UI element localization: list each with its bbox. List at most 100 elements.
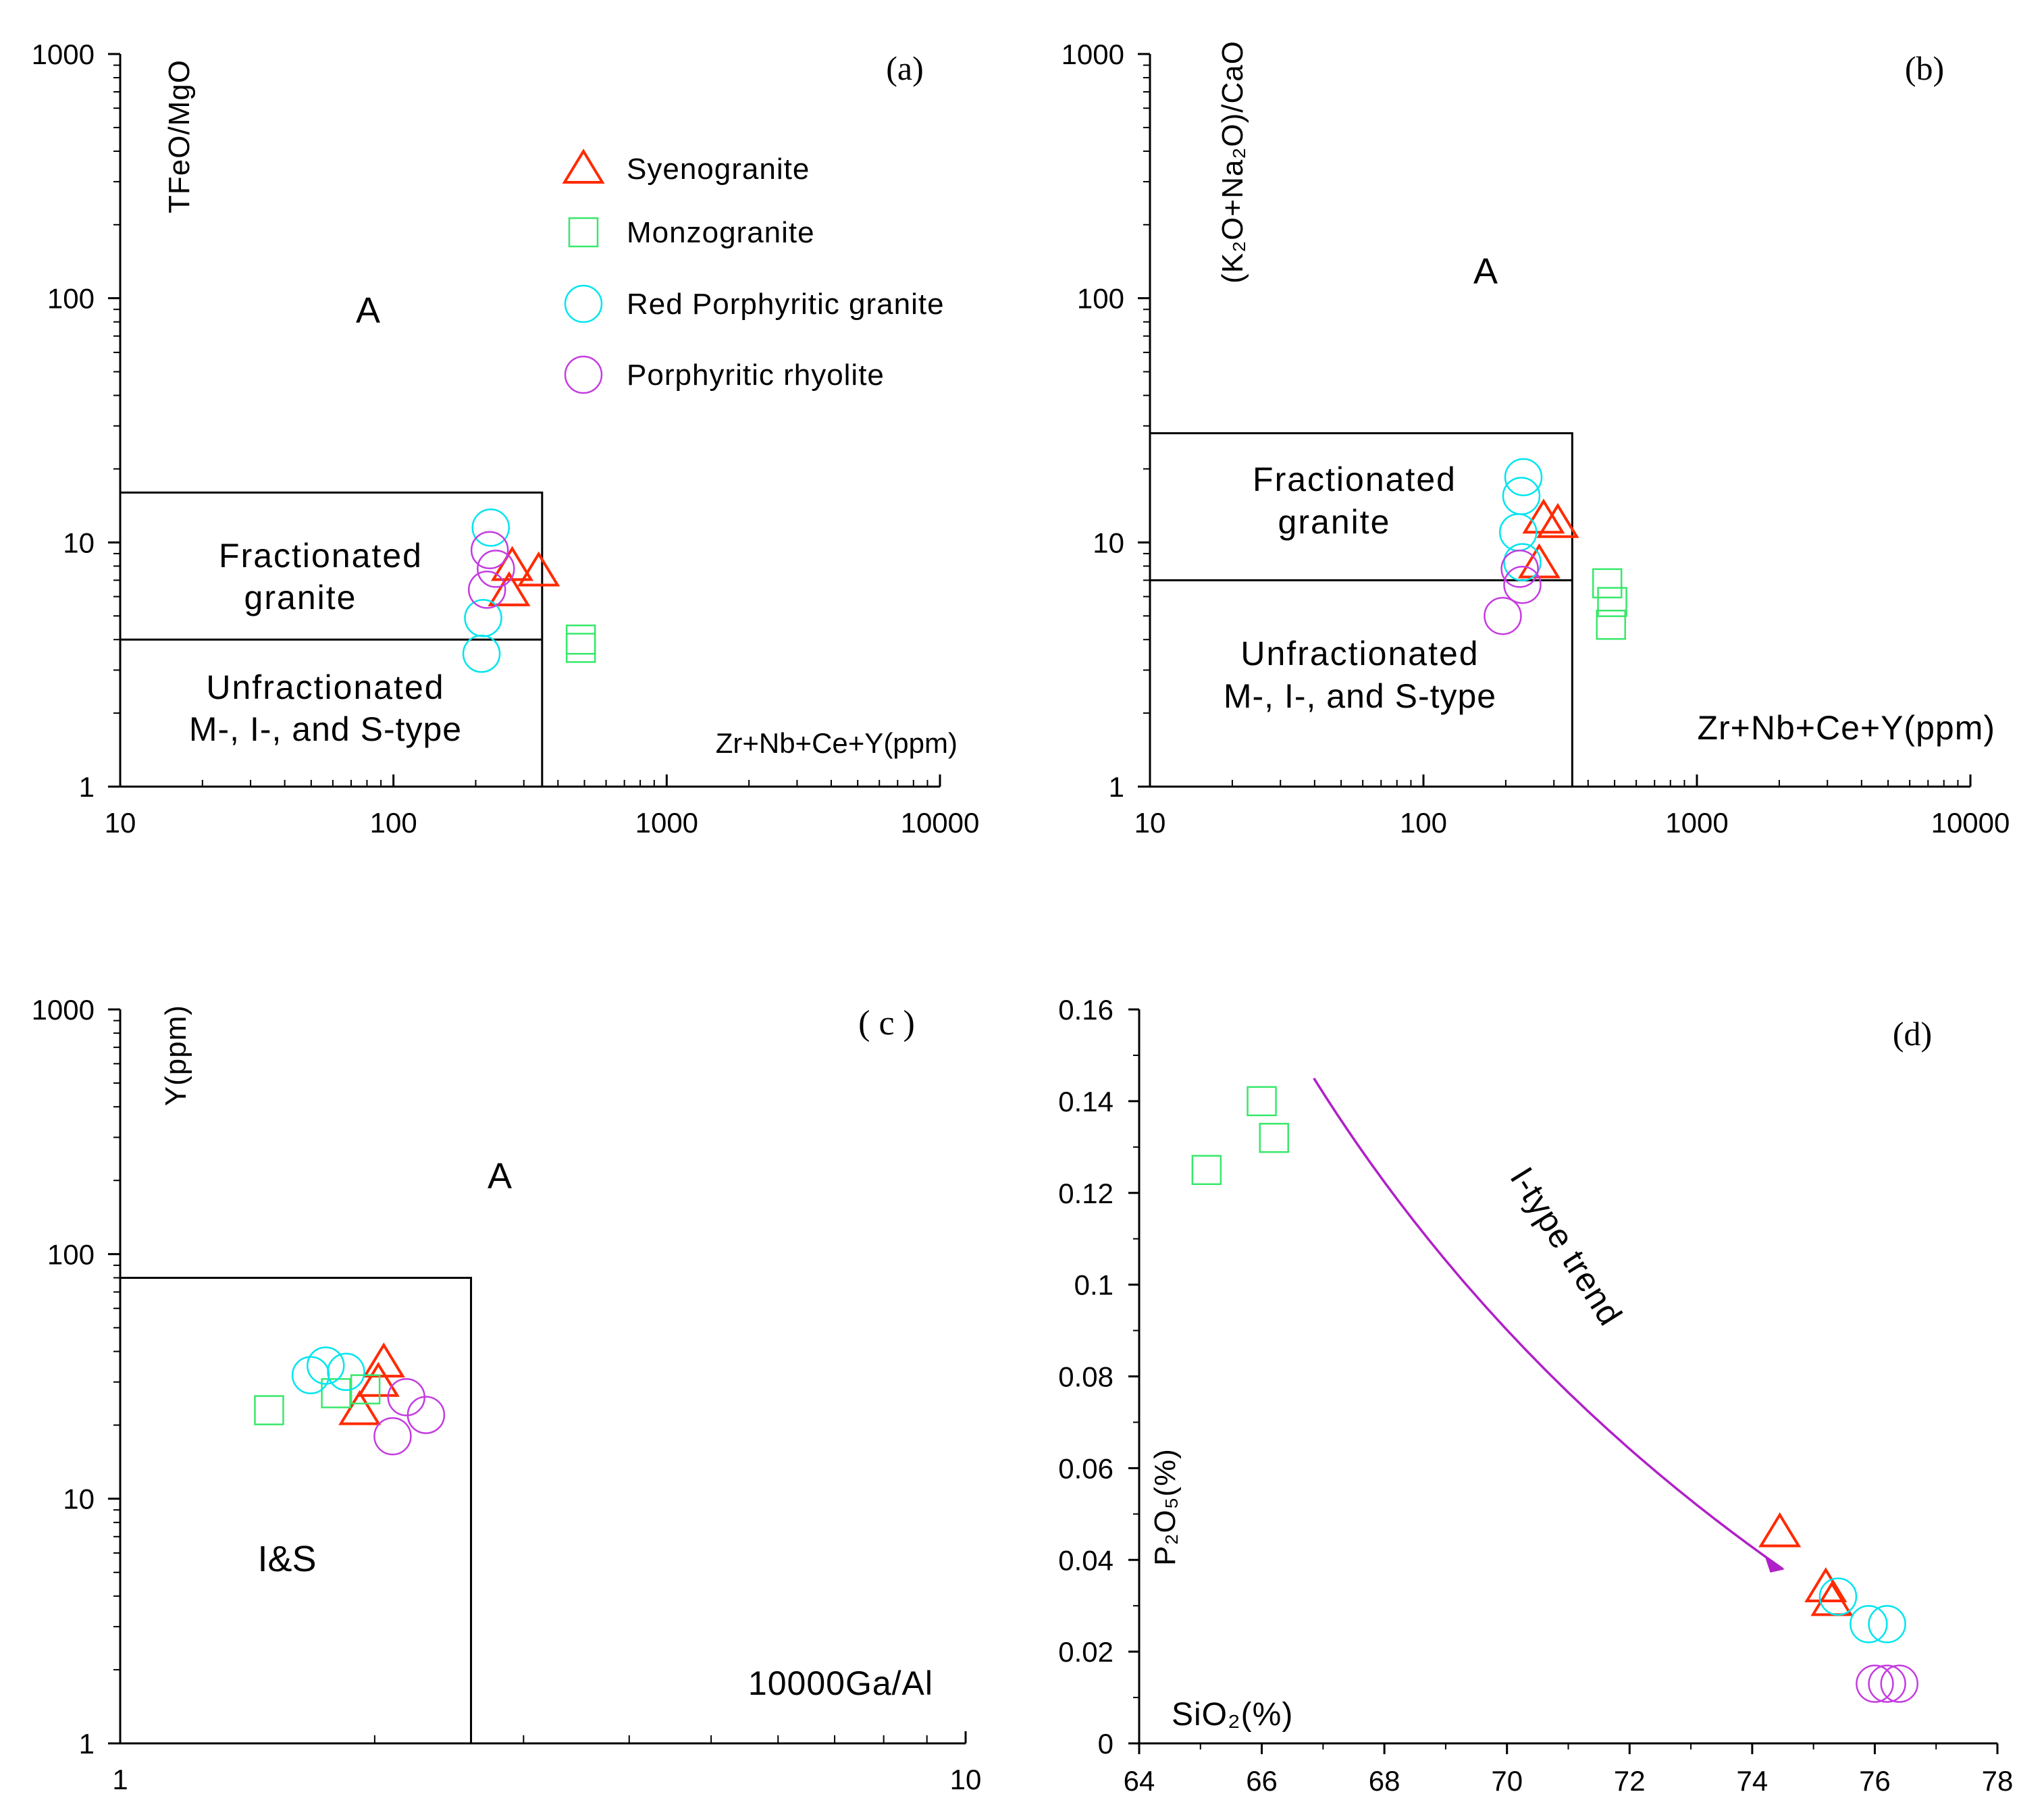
data-point <box>1868 1605 1906 1643</box>
data-point <box>357 1361 400 1397</box>
y-axis-label: Y(ppm) <box>159 1005 192 1106</box>
data-point <box>470 531 509 569</box>
legend-item: Monzogranite <box>568 216 815 249</box>
x-tick-label: 10000 <box>901 807 980 839</box>
region-label-granite: granite <box>244 579 357 616</box>
panel-label: (a) <box>886 49 924 87</box>
x-tick-label: 74 <box>1736 1765 1768 1797</box>
y-tick-label: 0.04 <box>1058 1544 1113 1576</box>
data-point <box>254 1395 284 1425</box>
data-point <box>565 625 596 655</box>
x-axis-label: Zr+Nb+Ce+Y(ppm) <box>716 727 958 759</box>
panel-c: 1 10 100 1000 1 10 ( c ) Y(ppm) 10000Ga/Al A I&S <box>32 994 982 1795</box>
series-red-porphyritic-granite <box>1499 458 1543 581</box>
y-tick-label: 100 <box>1077 283 1124 315</box>
legend-item: Red Porphyritic granite <box>564 284 945 323</box>
region-label-a: A <box>356 290 380 331</box>
series-porphyritic-rhyolite <box>1856 1664 1918 1703</box>
data-point <box>1880 1664 1918 1703</box>
y-tick-label: 0.12 <box>1058 1178 1113 1209</box>
x-tick-label: 72 <box>1614 1765 1646 1797</box>
y-tick-label: 1 <box>1109 771 1124 803</box>
legend-marker <box>568 217 599 248</box>
series-monzogranite <box>1191 1086 1289 1186</box>
x-axis-label: 10000Ga/Al <box>748 1664 933 1702</box>
y-tick-label: 100 <box>47 1238 95 1270</box>
series-porphyritic-rhyolite <box>1484 550 1542 635</box>
x-tick-label: 70 <box>1491 1765 1523 1797</box>
region-label-is: I&S <box>257 1539 316 1579</box>
data-point <box>471 508 510 547</box>
y-tick-label: 1000 <box>1062 38 1124 70</box>
y-tick-label: 1 <box>79 1728 95 1760</box>
data-point <box>1597 587 1627 617</box>
y-tick-label: 1 <box>79 771 95 803</box>
data-point <box>1191 1155 1222 1186</box>
legend-label: Syenogranite <box>627 153 810 186</box>
data-point <box>1804 1567 1848 1603</box>
data-point <box>327 1352 365 1392</box>
data-point <box>565 633 596 663</box>
legend-label: Porphyritic rhyolite <box>627 359 885 392</box>
x-tick-label: 1000 <box>1665 807 1728 839</box>
data-point <box>488 571 531 606</box>
region-label-unfractionated: Unfractionated <box>206 668 444 706</box>
y-tick-label: 0.06 <box>1058 1452 1113 1484</box>
data-point <box>1592 568 1623 599</box>
series-red-porphyritic-granite <box>1818 1577 1906 1643</box>
region-label-granite: granite <box>1278 503 1391 541</box>
data-point <box>1517 543 1561 579</box>
trend-arrowhead <box>1765 1558 1785 1573</box>
y-tick-label: 0.16 <box>1058 994 1113 1026</box>
data-point <box>373 1417 412 1456</box>
series-red-porphyritic-granite <box>291 1346 365 1394</box>
series-monzogranite <box>565 625 596 663</box>
data-point <box>307 1346 345 1385</box>
x-tick-label: 68 <box>1369 1765 1400 1797</box>
x-tick-label: 10 <box>950 1764 982 1795</box>
legend-marker <box>564 284 603 323</box>
x-tick-label: 100 <box>1400 807 1447 839</box>
y-tick-label: 1000 <box>32 38 95 70</box>
data-point <box>1484 596 1522 635</box>
data-point <box>1758 1512 1802 1548</box>
x-tick-label: 100 <box>370 807 417 839</box>
legend-marker <box>562 149 605 184</box>
region-label-a: A <box>1473 251 1498 292</box>
legend-label: Monzogranite <box>627 216 815 249</box>
fractionated-boundary <box>1150 432 1573 787</box>
data-point <box>477 550 515 588</box>
x-tick-label: 66 <box>1246 1765 1278 1797</box>
x-tick-label: 10 <box>1134 807 1166 839</box>
data-point <box>362 1342 405 1378</box>
series-syenogranite <box>1758 1512 1854 1616</box>
panel-label: (b) <box>1905 49 1944 87</box>
data-point <box>1504 458 1543 496</box>
series-syenogranite <box>488 546 560 606</box>
data-point <box>1503 543 1542 581</box>
panel-label: (d) <box>1893 1015 1932 1053</box>
legend-item: Porphyritic rhyolite <box>564 355 885 394</box>
series-porphyritic-rhyolite <box>373 1378 446 1456</box>
data-point <box>1856 1664 1894 1703</box>
legend-label: Red Porphyritic granite <box>627 288 945 321</box>
panel-label: ( c ) <box>858 1004 915 1043</box>
series-porphyritic-rhyolite <box>467 531 515 609</box>
data-point <box>1596 610 1626 640</box>
region-label-mis-type: M-, I-, and S-type <box>189 710 462 748</box>
panel-a: 1 10 100 1000 10 100 1000 10000 (a) TFeO/MgO Zr+Nb… <box>32 38 980 839</box>
legend: Syenogranite Monzogranite Red Porphyritic … <box>562 149 945 394</box>
trend-line <box>1313 1077 1784 1571</box>
data-point <box>462 634 501 673</box>
y-tick-label: 0.14 <box>1058 1086 1113 1117</box>
y-tick-label: 0 <box>1098 1728 1113 1760</box>
series-monzogranite <box>1592 568 1627 640</box>
y-tick-label: 10 <box>1093 527 1124 558</box>
y-axis-label: (K₂O+Na₂O)/CaO <box>1216 41 1249 284</box>
x-tick-label: 10000 <box>1931 807 2010 839</box>
y-tick-label: 0.1 <box>1074 1269 1113 1301</box>
data-point <box>1818 1577 1858 1616</box>
data-point <box>1503 565 1542 604</box>
y-tick-label: 1000 <box>32 994 95 1026</box>
